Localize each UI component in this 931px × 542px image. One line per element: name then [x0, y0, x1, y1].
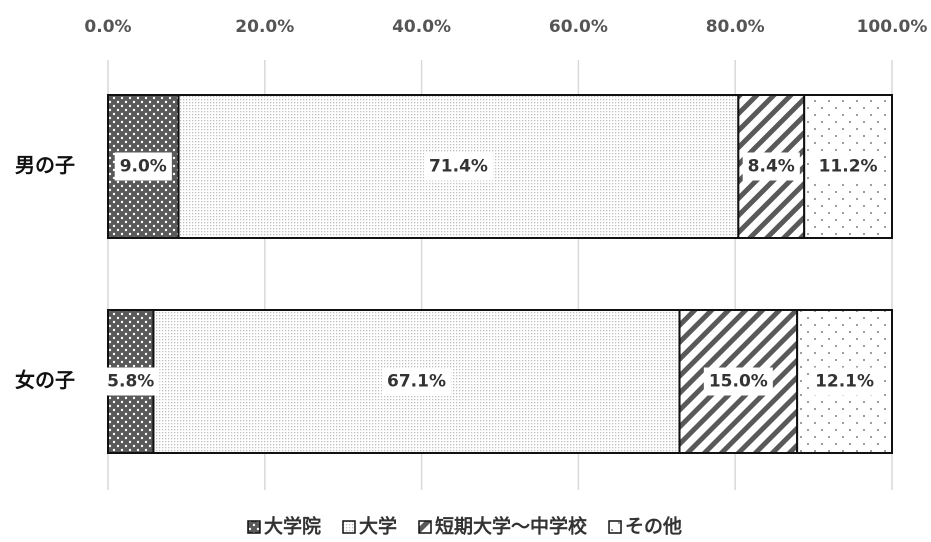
legend-item: その他 [608, 515, 682, 538]
value-label-bg [742, 152, 800, 181]
x-tick-label: 60.0% [549, 17, 608, 37]
legend-swatch [418, 520, 432, 534]
x-tick-label: 80.0% [706, 17, 765, 37]
legend-swatch [608, 520, 622, 534]
legend-item: 短期大学～中学校 [418, 515, 588, 538]
x-tick-label: 40.0% [392, 17, 451, 37]
x-tick-label: 20.0% [235, 17, 294, 37]
bars [107, 94, 894, 454]
legend-swatch [247, 520, 261, 534]
value-label-bg [382, 367, 451, 396]
value-label: 67.1% [387, 372, 446, 392]
value-label-bg [813, 152, 883, 181]
value-label-bg [423, 152, 493, 181]
legend-label: その他 [625, 515, 682, 538]
legend-item: 大学院 [247, 515, 321, 538]
value-label: 71.4% [429, 157, 488, 177]
value-label: 15.0% [709, 372, 768, 392]
labels: 男の子 9.0% 71.4% 8.4% 11.2% 女の子 5.8% 67.1% 15.0% 12… [15, 152, 883, 396]
value-label-bg [114, 152, 172, 181]
legend-label: 短期大学～中学校 [435, 515, 588, 538]
value-label: 9.0% [120, 157, 167, 177]
legend-label: 大学 [359, 515, 397, 538]
legend-item: 大学 [342, 515, 397, 538]
value-label-bg [810, 367, 880, 396]
value-label-bg [102, 367, 160, 396]
value-label: 11.2% [819, 157, 878, 177]
legend-swatch [342, 520, 356, 534]
value-label: 8.4% [748, 157, 795, 177]
category-label: 女の子 [15, 368, 75, 392]
legend-label: 大学院 [264, 515, 321, 538]
value-label: 5.8% [107, 372, 154, 392]
value-label: 12.1% [815, 372, 874, 392]
x-tick-label: 100.0% [857, 17, 928, 37]
value-label-bg [703, 367, 773, 396]
category-label: 男の子 [15, 153, 75, 177]
legend: 大学院 大学 短期大学～中学校 その他 [247, 515, 682, 538]
x-tick-label: 0.0% [84, 17, 131, 37]
